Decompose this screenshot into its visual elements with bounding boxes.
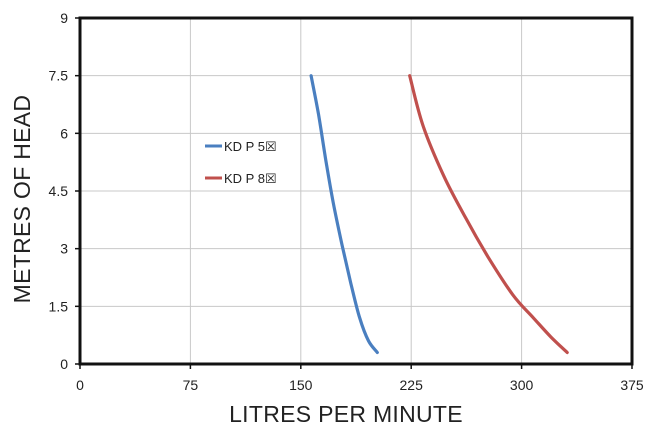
series-lines — [309, 74, 569, 355]
y-tick-label: 6 — [60, 125, 68, 141]
x-tick-label: 150 — [289, 377, 313, 393]
x-tick-label: 75 — [183, 377, 199, 393]
legend-label: KD P 8☒ — [224, 171, 277, 186]
series-line-1 — [408, 74, 569, 355]
y-tick-label: 1.5 — [49, 298, 69, 314]
x-tick-label: 0 — [76, 377, 84, 393]
series-line-0 — [309, 74, 379, 355]
y-tick-labels: 0 1.5 3 4.5 6 7.5 9 — [49, 10, 80, 372]
y-tick-label: 9 — [60, 10, 68, 26]
y-axis-title: METRES OF HEAD — [9, 95, 35, 304]
x-tick-label: 375 — [620, 377, 644, 393]
grid-lines — [79, 17, 633, 365]
y-tick-label: 7.5 — [49, 68, 69, 84]
x-axis-title: LITRES PER MINUTE — [229, 401, 463, 427]
x-tick-labels: 0 75 150 225 300 375 — [76, 364, 644, 393]
x-tick-label: 300 — [510, 377, 534, 393]
legend: KD P 5☒ KD P 8☒ — [205, 139, 277, 186]
y-tick-label: 4.5 — [49, 183, 69, 199]
y-tick-label: 0 — [60, 356, 68, 372]
legend-label: KD P 5☒ — [224, 139, 277, 154]
y-tick-label: 3 — [60, 241, 68, 257]
x-tick-label: 225 — [400, 377, 424, 393]
